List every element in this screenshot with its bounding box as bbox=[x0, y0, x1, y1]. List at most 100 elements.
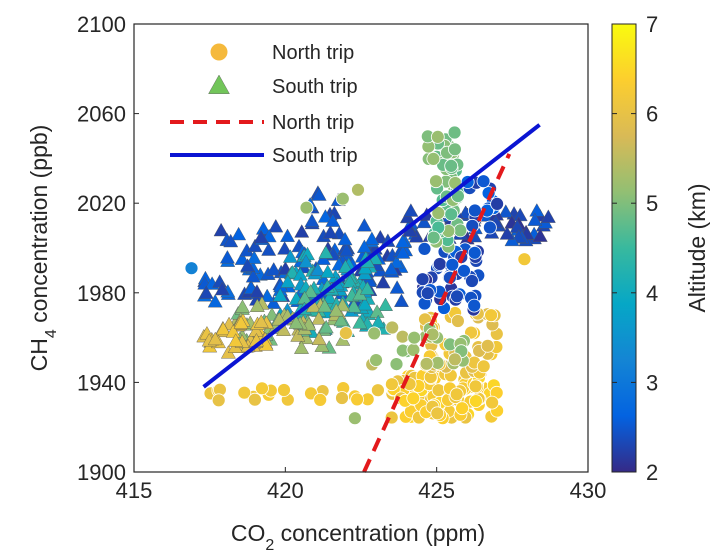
south-trip-point bbox=[213, 222, 229, 237]
south-trip-point bbox=[352, 315, 368, 329]
north-trip-point bbox=[455, 401, 470, 416]
south-trip-point bbox=[540, 209, 556, 223]
south-trip-point bbox=[198, 285, 214, 299]
legend-circle-marker bbox=[210, 43, 228, 61]
south-trip-point bbox=[280, 274, 296, 288]
south-trip-point bbox=[356, 239, 372, 253]
north-trip-point bbox=[465, 274, 479, 288]
south-trip-point bbox=[259, 288, 275, 302]
south-trip-point bbox=[268, 218, 284, 233]
colorbar-label: Altitude (km) bbox=[684, 183, 710, 312]
north-trip-point bbox=[406, 391, 421, 406]
north-trip-point bbox=[385, 320, 400, 335]
south-trip-point bbox=[314, 338, 330, 352]
south-trip-point bbox=[333, 312, 349, 327]
y-tick-label: 2020 bbox=[77, 191, 126, 216]
y-axis-label: CH4 concentration (ppb) bbox=[26, 125, 60, 372]
south-trip-point bbox=[253, 314, 269, 328]
south-trip-point bbox=[233, 315, 249, 329]
north-trip-point bbox=[350, 392, 365, 407]
north-trip-point bbox=[453, 223, 468, 238]
legend: North trip South trip North trip South trip bbox=[170, 42, 358, 167]
south-trip-point bbox=[317, 209, 333, 223]
south-trip-point bbox=[311, 187, 327, 201]
south-trip-point bbox=[266, 262, 282, 276]
south-trip-point bbox=[282, 249, 298, 263]
x-axis-ticks: 415 420 425 430 bbox=[116, 467, 607, 503]
south-trip-point bbox=[364, 231, 380, 245]
legend-item: South trip bbox=[170, 145, 358, 167]
south-trip-point bbox=[215, 321, 231, 336]
south-trip-point bbox=[359, 281, 375, 295]
north-trip-point bbox=[467, 245, 482, 260]
plot-frame bbox=[133, 23, 589, 473]
south-trip-point bbox=[325, 213, 341, 227]
south-trip-point bbox=[337, 259, 353, 273]
x-tick-label: 430 bbox=[570, 478, 607, 503]
north-trip-point bbox=[447, 125, 462, 140]
south-trip-point bbox=[223, 233, 239, 248]
south-trip-point bbox=[303, 284, 319, 298]
north-trip-point bbox=[517, 252, 532, 267]
north-trip-point bbox=[351, 182, 365, 197]
x-tick-label: 425 bbox=[418, 478, 455, 503]
north-trip-point bbox=[370, 383, 385, 398]
legend-item: North trip bbox=[210, 42, 354, 64]
north-trip-point bbox=[476, 359, 491, 374]
north-trip-point bbox=[449, 387, 464, 402]
north-trip-point bbox=[335, 191, 350, 206]
south-trip-point bbox=[235, 299, 250, 313]
legend-item: North trip bbox=[170, 112, 354, 134]
north-trip-point bbox=[476, 174, 491, 189]
south-trip-point bbox=[322, 225, 338, 239]
south-trip-point bbox=[294, 340, 309, 354]
north-trip-point bbox=[429, 174, 443, 189]
north-trip-point bbox=[426, 230, 441, 245]
south-trip-point bbox=[261, 242, 277, 256]
north-trip-point bbox=[407, 330, 422, 345]
south-trip-point bbox=[304, 213, 320, 227]
south-trip-point bbox=[245, 269, 261, 283]
south-trip-point bbox=[249, 284, 265, 298]
colorbar-tick-label: 4 bbox=[646, 281, 658, 306]
south-trip-point bbox=[288, 315, 304, 329]
y-axis-ticks: 1900 1940 1980 2020 2060 2100 bbox=[77, 12, 139, 485]
fit-lines bbox=[202, 123, 541, 473]
legend-label: North trip bbox=[272, 42, 354, 64]
north-trip-point bbox=[467, 298, 482, 313]
x-axis-label: CO2 concentration (ppm) bbox=[231, 520, 485, 554]
north-trip-point bbox=[299, 200, 314, 215]
colorbar-tick-label: 6 bbox=[646, 102, 658, 127]
north-trip-point bbox=[444, 207, 459, 222]
north-trip-point bbox=[430, 406, 445, 421]
south-trip-point bbox=[290, 328, 306, 342]
north-trip-fit-line bbox=[362, 153, 512, 473]
north-trip-point bbox=[417, 241, 432, 256]
north-trip-point bbox=[430, 129, 445, 144]
south-trip-point bbox=[320, 264, 336, 278]
north-trip-point bbox=[389, 357, 404, 372]
south-trip-point bbox=[346, 299, 362, 313]
north-trip-point bbox=[184, 261, 199, 276]
south-trip-point bbox=[378, 297, 393, 311]
south-trip-point bbox=[240, 258, 256, 272]
south-trip-point bbox=[207, 331, 223, 346]
north-trip-point bbox=[406, 342, 421, 357]
north-trip-point bbox=[313, 392, 328, 407]
south-trip-point bbox=[328, 303, 344, 317]
south-trip-point bbox=[277, 241, 293, 255]
south-trip-point bbox=[322, 290, 338, 304]
north-trip-point bbox=[338, 326, 353, 341]
north-trip-point bbox=[367, 326, 382, 341]
north-trip-point bbox=[420, 286, 435, 301]
y-tick-label: 2100 bbox=[77, 12, 126, 37]
south-trip-fit-line bbox=[202, 123, 541, 389]
south-trip-point bbox=[342, 274, 358, 288]
north-trip-point bbox=[247, 392, 262, 407]
north-trip-point bbox=[211, 393, 226, 408]
south-trip-point bbox=[311, 331, 327, 345]
south-trip-point bbox=[389, 254, 404, 269]
north-trip-point bbox=[457, 263, 471, 278]
south-trip-point bbox=[225, 324, 241, 338]
north-trip-point bbox=[468, 379, 483, 394]
